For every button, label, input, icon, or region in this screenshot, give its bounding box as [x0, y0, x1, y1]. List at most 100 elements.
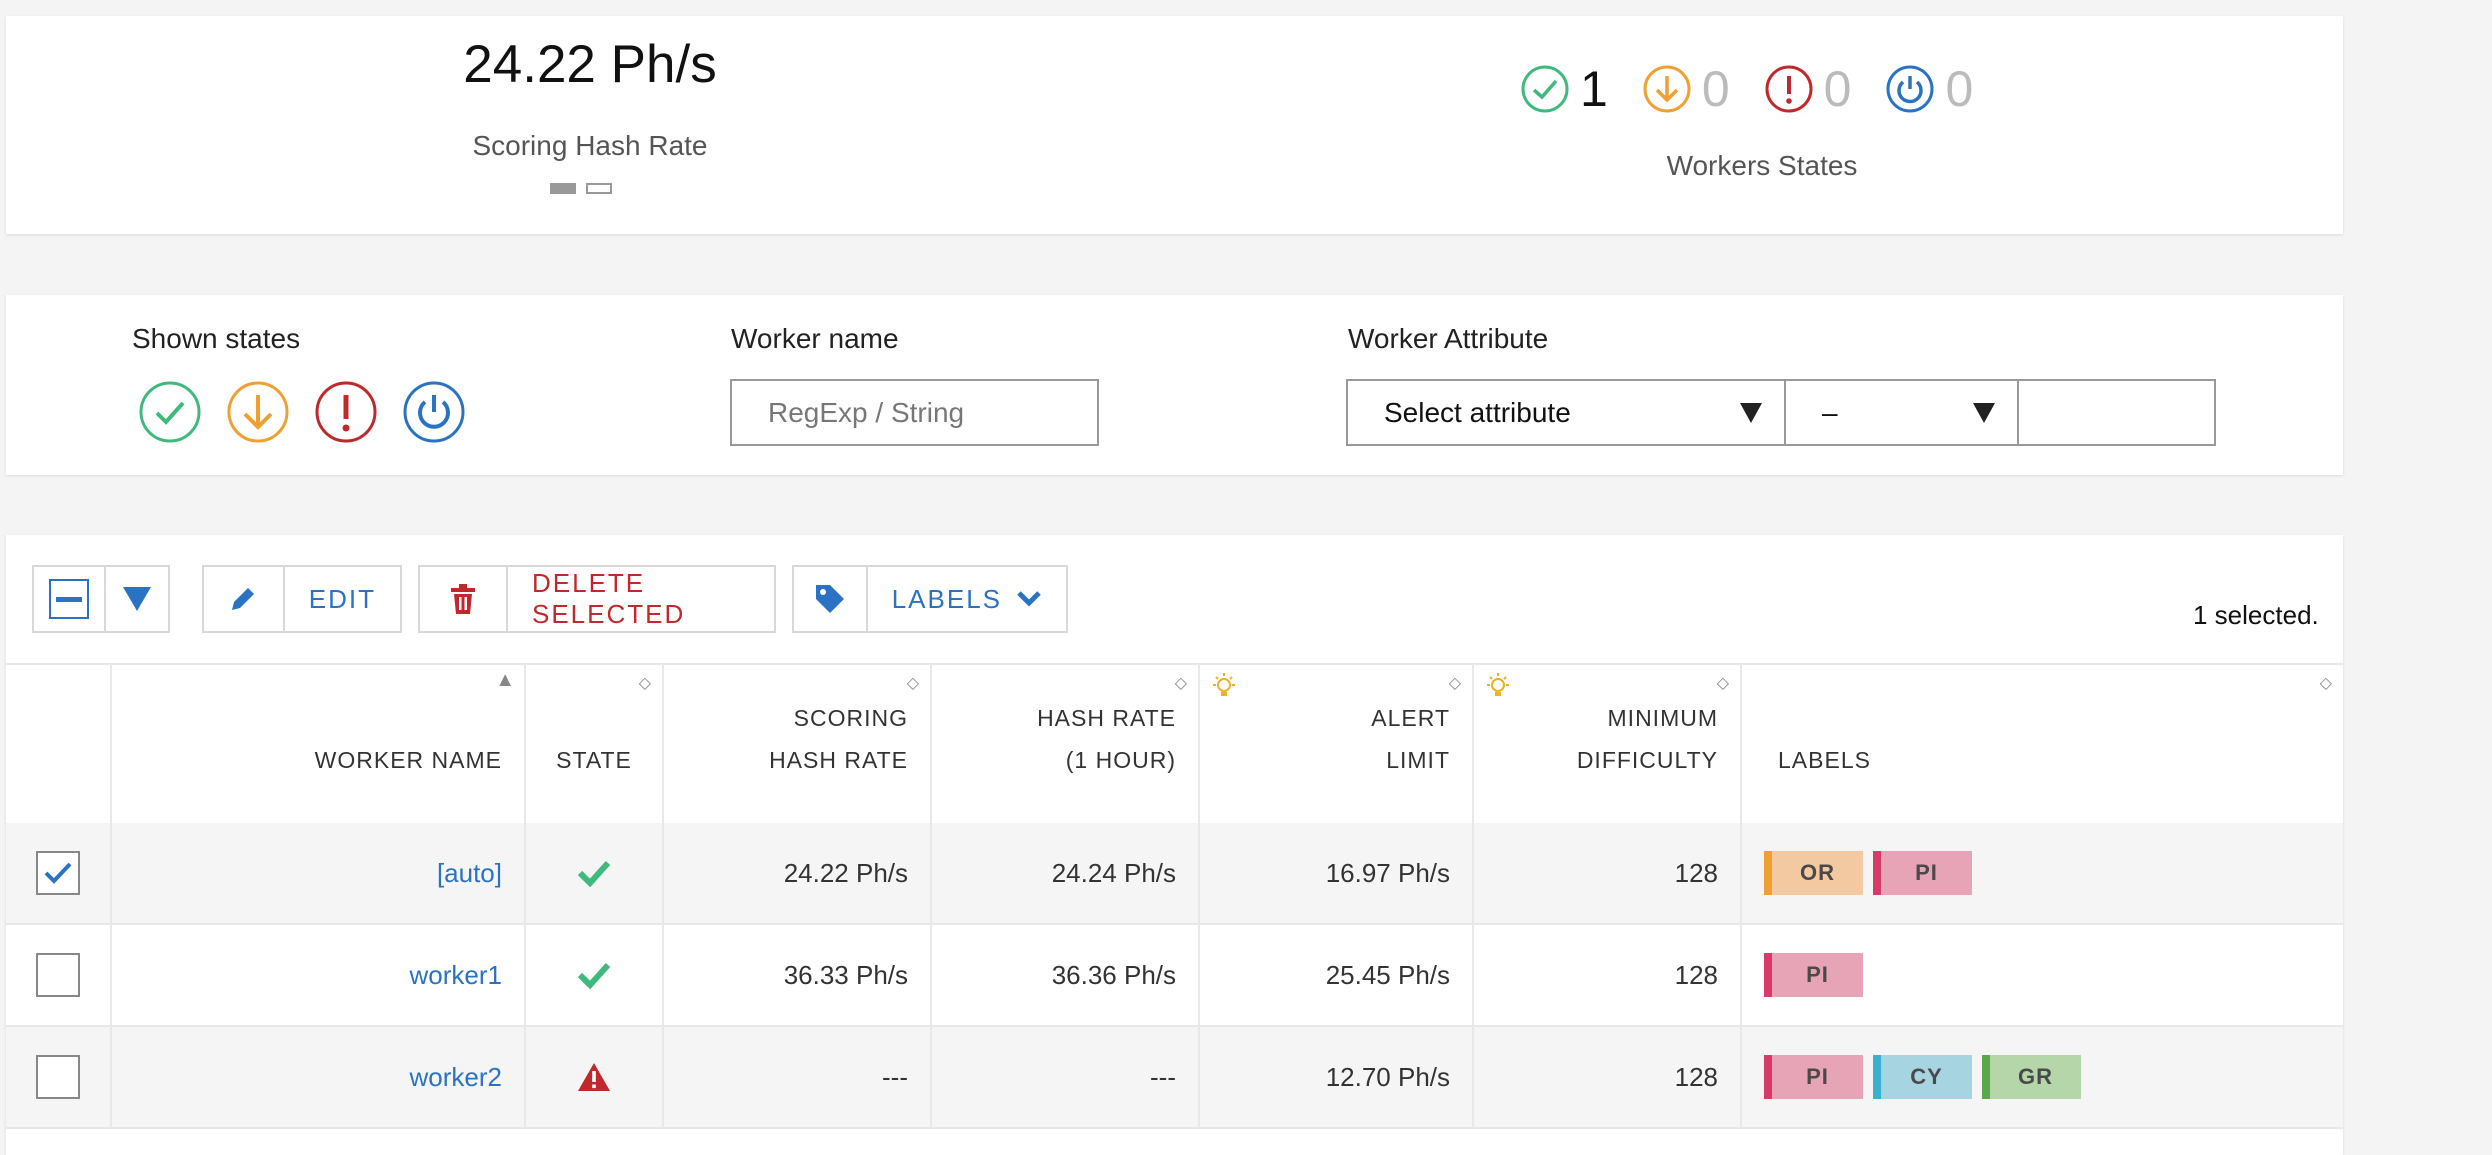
labels-cell: PI CY GR — [1740, 1027, 2343, 1127]
carousel-dot-1[interactable] — [550, 183, 576, 194]
sort-icon: ◇ — [2319, 675, 2333, 692]
shown-states-toggles — [138, 380, 466, 444]
state-warning-icon — [578, 1063, 610, 1091]
label-chip[interactable]: GR — [1982, 1055, 2081, 1099]
label-chip[interactable]: PI — [1764, 953, 1863, 997]
workers-states-caption: Workers States — [1666, 150, 1858, 181]
scoring-hash-rate-value: 24.22 Ph/s — [463, 35, 717, 94]
trash-icon — [451, 584, 475, 614]
worker-name-link[interactable]: worker2 — [409, 1061, 502, 1092]
filter-ok-toggle-icon[interactable] — [138, 380, 202, 444]
labels-icon-seg — [794, 567, 866, 631]
scoring-hash-rate-cell: 24.22 Ph/s — [662, 823, 930, 923]
sort-icon: ◇ — [638, 675, 652, 692]
scoring-hash-rate-caption: Scoring Hash Rate — [472, 130, 708, 161]
operator-select[interactable]: – — [1784, 379, 2019, 446]
minimum-difficulty-cell: 128 — [1472, 1027, 1740, 1127]
sort-icon: ◇ — [1716, 675, 1730, 692]
delete-selected-button[interactable]: DELETE SELECTED — [418, 565, 776, 633]
alert-limit-cell: 25.45 Ph/s — [1198, 925, 1472, 1025]
check-circle-icon — [1521, 65, 1569, 113]
sort-icon: ◇ — [1448, 675, 1462, 692]
chevron-down-icon — [1017, 591, 1041, 607]
tag-icon — [815, 585, 844, 613]
header-hash-rate-1h[interactable]: ◇ HASH RATE (1 HOUR) — [930, 665, 1198, 823]
sort-icon: ◇ — [1174, 675, 1188, 692]
pencil-icon — [232, 588, 255, 610]
row-checkbox[interactable] — [36, 1055, 80, 1099]
worker-states-counts: 1 0 0 0 — [1520, 60, 2007, 118]
state-ok-icon — [577, 962, 611, 989]
lightbulb-icon — [1213, 673, 1235, 696]
worker-name-link[interactable]: [auto] — [436, 857, 502, 888]
state-cell — [524, 925, 662, 1025]
state-cell — [524, 1027, 662, 1127]
label-chip[interactable]: OR — [1764, 851, 1863, 895]
row-checkbox-cell — [6, 1027, 110, 1127]
header-state[interactable]: ◇ STATE — [524, 665, 662, 823]
power-circle-icon — [1886, 65, 1934, 113]
filter-off-toggle-icon[interactable] — [402, 380, 466, 444]
label-chip[interactable]: PI — [1873, 851, 1972, 895]
filter-down-toggle-icon[interactable] — [226, 380, 290, 444]
header-scoring-hash-rate[interactable]: ◇ SCORING HASH RATE — [662, 665, 930, 823]
worker-name-label: Worker name — [731, 323, 899, 354]
header-alert-limit[interactable]: ◇ ALERT LIMIT — [1198, 665, 1472, 823]
delete-icon-seg — [420, 567, 506, 631]
edit-button[interactable]: EDIT — [202, 565, 402, 633]
state-ok-icon — [577, 860, 611, 887]
header-minimum-difficulty[interactable]: ◇ MINIMUM DIFFICULTY — [1472, 665, 1740, 823]
hash-rate-1h-cell: --- — [930, 1027, 1198, 1127]
sort-ascending-icon: ▲ — [495, 669, 516, 691]
dropdown-triangle-icon — [1740, 402, 1762, 423]
header-labels[interactable]: ◇ LABELS — [1740, 665, 2343, 823]
edit-icon-seg — [204, 567, 283, 631]
labels-cell: PI — [1740, 925, 2343, 1025]
hash-rate-1h-cell: 24.24 Ph/s — [930, 823, 1198, 923]
minimum-difficulty-cell: 128 — [1472, 925, 1740, 1025]
carousel-dot-2[interactable] — [586, 183, 612, 194]
row-checkbox[interactable] — [36, 851, 80, 895]
scoring-hash-rate-cell: 36.33 Ph/s — [662, 925, 930, 1025]
delete-selected-label: DELETE SELECTED — [506, 567, 774, 631]
carousel-dots — [550, 183, 612, 194]
labels-button[interactable]: LABELS — [792, 565, 1068, 633]
scoring-hash-rate-cell: --- — [662, 1027, 930, 1127]
alert-limit-cell: 12.70 Ph/s — [1198, 1027, 1472, 1127]
alert-limit-cell: 16.97 Ph/s — [1198, 823, 1472, 923]
selected-count: 1 selected. — [2193, 600, 2319, 630]
row-checkbox-cell — [6, 925, 110, 1025]
exclamation-circle-icon — [1765, 65, 1813, 113]
minus-icon — [49, 579, 89, 619]
table-row[interactable]: worker1 36.33 Ph/s 36.36 Ph/s 25.45 Ph/s 128… — [6, 925, 2343, 1027]
state-error-count: 0 — [1764, 60, 1851, 118]
sort-icon: ◇ — [906, 675, 920, 692]
worker-name-cell: worker2 — [110, 1027, 524, 1127]
dropdown-triangle-icon — [1973, 402, 1995, 423]
header-worker-name[interactable]: ▲ WORKER NAME — [110, 665, 524, 823]
state-down-count: 0 — [1642, 60, 1730, 118]
row-checkbox[interactable] — [36, 953, 80, 997]
state-off-count: 0 — [1885, 60, 1973, 118]
arrow-down-circle-icon — [1643, 65, 1691, 113]
hash-rate-1h-cell: 36.36 Ph/s — [930, 925, 1198, 1025]
table-row[interactable]: [auto] 24.22 Ph/s 24.24 Ph/s 16.97 Ph/s 128 O… — [6, 823, 2343, 925]
table-row[interactable]: worker2 --- --- 12.70 Ph/s 128 PI CY GR — [6, 1027, 2343, 1129]
worker-name-cell: worker1 — [110, 925, 524, 1025]
select-all-checkbox[interactable] — [34, 567, 104, 631]
attribute-select[interactable]: Select attribute — [1346, 379, 1786, 446]
select-all-group — [32, 565, 170, 633]
worker-name-input[interactable] — [730, 379, 1099, 446]
select-menu-button[interactable] — [104, 567, 168, 631]
filter-error-toggle-icon[interactable] — [314, 380, 378, 444]
attribute-value-input[interactable] — [2017, 379, 2216, 446]
worker-name-link[interactable]: worker1 — [409, 959, 502, 990]
labels-cell: OR PI — [1740, 823, 2343, 923]
worker-name-cell: [auto] — [110, 823, 524, 923]
row-checkbox-cell — [6, 823, 110, 923]
labels-label: LABELS — [865, 567, 1066, 631]
triangle-down-icon — [123, 587, 151, 611]
edit-label: EDIT — [282, 567, 400, 631]
label-chip[interactable]: CY — [1873, 1055, 1972, 1099]
label-chip[interactable]: PI — [1764, 1055, 1863, 1099]
